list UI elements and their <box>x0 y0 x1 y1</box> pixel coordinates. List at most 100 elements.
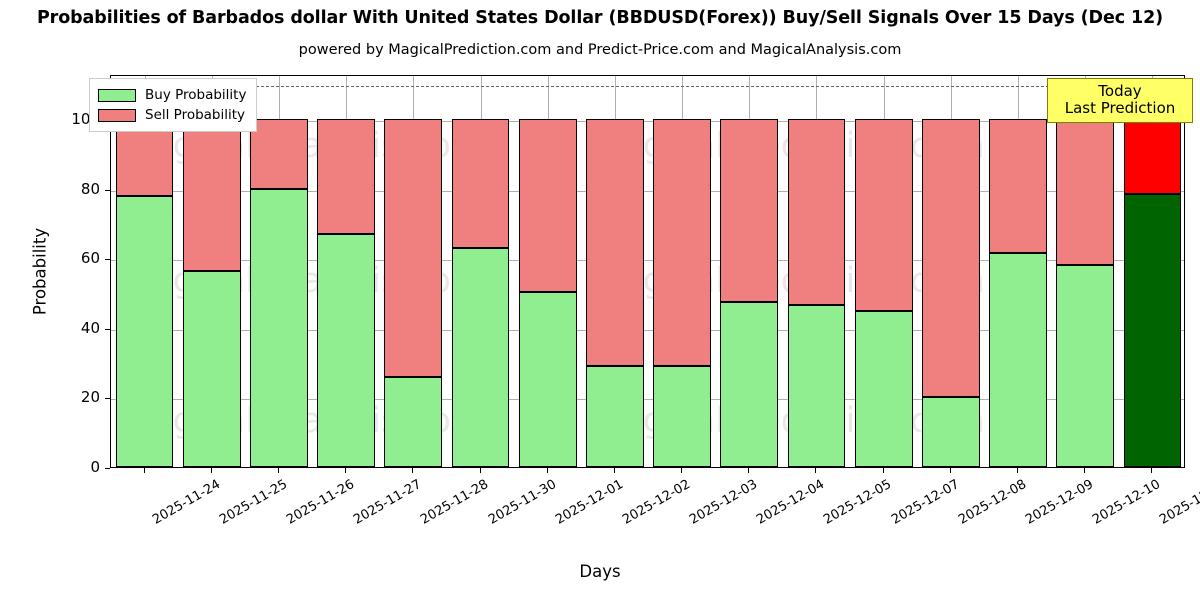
bar-segment-buy[interactable] <box>854 310 913 467</box>
x-axis-tick-mark <box>950 468 951 473</box>
x-axis-tick-label: 2025-11-28 <box>418 477 492 528</box>
x-axis-tick-mark <box>1151 468 1152 473</box>
bar-segment-sell[interactable] <box>854 119 913 311</box>
chart-title: Probabilities of Barbados dollar With Un… <box>36 8 1164 28</box>
x-axis-tick-label: 2025-12-03 <box>687 477 761 528</box>
today-label: Today <box>1098 82 1142 100</box>
x-axis-label: Days <box>579 562 621 581</box>
bar-group[interactable] <box>921 76 980 467</box>
x-axis-tick-label: 2025-12-04 <box>754 477 828 528</box>
bar-segment-buy[interactable] <box>451 247 510 467</box>
bar-segment-sell[interactable] <box>989 119 1047 254</box>
x-axis-tick-mark <box>278 468 279 473</box>
legend-swatch-buy <box>98 88 136 102</box>
x-axis-tick-mark <box>144 468 145 473</box>
today-annotation-box: Today Last Prediction <box>1047 78 1193 123</box>
x-axis-tick-label: 2025-11-30 <box>485 477 559 528</box>
x-axis-tick-mark <box>614 468 615 473</box>
bar-segment-sell[interactable] <box>1123 119 1182 194</box>
x-axis-tick-mark <box>547 468 548 473</box>
x-axis-tick-label: 2025-11-26 <box>284 477 358 528</box>
bar-segment-buy[interactable] <box>586 366 644 467</box>
x-axis-tick-mark <box>1084 468 1085 473</box>
bar-group[interactable] <box>787 76 846 467</box>
bar-group[interactable] <box>1123 76 1182 467</box>
y-axis-label: Probability <box>30 227 50 316</box>
bar-segment-sell[interactable] <box>586 119 644 367</box>
bar-segment-buy[interactable] <box>384 376 443 467</box>
bar-segment-buy[interactable] <box>317 233 376 467</box>
bar-group[interactable] <box>115 76 174 467</box>
legend-label-buy: Buy Probability <box>145 87 247 103</box>
bar-segment-buy[interactable] <box>653 366 711 467</box>
x-axis-tick-label: 2025-12-09 <box>1023 477 1097 528</box>
x-axis-tick-mark <box>681 468 682 473</box>
legend-item-buy: Buy Probability <box>98 85 246 105</box>
x-axis-tick-mark <box>883 468 884 473</box>
bar-group[interactable] <box>518 76 577 467</box>
y-axis-tick-label: 80 <box>80 179 100 198</box>
bar-group[interactable] <box>720 76 779 467</box>
legend-swatch-sell <box>98 108 136 122</box>
y-axis-tick-mark <box>105 468 110 469</box>
gridline-horizontal <box>111 329 1184 331</box>
bar-group[interactable] <box>384 76 443 467</box>
bar-segment-sell[interactable] <box>317 119 376 234</box>
x-axis-tick-label: 2025-12-02 <box>620 477 693 528</box>
bar-segment-sell[interactable] <box>384 119 443 377</box>
bar-group[interactable] <box>854 76 913 467</box>
bar-segment-buy[interactable] <box>1056 265 1115 467</box>
bar-segment-sell[interactable] <box>653 119 711 367</box>
bar-group[interactable] <box>182 76 241 467</box>
bar-segment-sell[interactable] <box>451 119 510 248</box>
y-axis-tick-mark <box>105 398 110 400</box>
x-axis-tick-mark <box>748 468 749 473</box>
bar-group[interactable] <box>451 76 510 467</box>
legend-item-sell: Sell Probability <box>98 105 246 125</box>
y-axis-tick-label: 40 <box>80 318 100 337</box>
legend-label-sell: Sell Probability <box>145 107 246 123</box>
x-axis-tick-label: 2025-12-11 <box>1157 477 1200 528</box>
y-axis-tick-label: 60 <box>80 249 100 268</box>
bar-segment-buy[interactable] <box>720 301 779 467</box>
bar-group[interactable] <box>653 76 711 467</box>
bar-segment-buy[interactable] <box>250 188 308 467</box>
bar-segment-sell[interactable] <box>921 119 980 398</box>
bar-group[interactable] <box>250 76 308 467</box>
bar-group[interactable] <box>989 76 1047 467</box>
bar-segment-sell[interactable] <box>787 119 846 305</box>
gridline-horizontal <box>111 399 1184 401</box>
bar-segment-sell[interactable] <box>182 119 241 271</box>
gridline-horizontal <box>111 121 1184 123</box>
bar-group[interactable] <box>1056 76 1115 467</box>
y-axis-tick-label: 20 <box>80 388 100 407</box>
x-axis-tick-label: 2025-12-05 <box>821 477 895 528</box>
bar-group[interactable] <box>317 76 376 467</box>
bar-segment-sell[interactable] <box>720 119 779 302</box>
x-axis-tick-label: 2025-12-10 <box>1090 477 1164 528</box>
bar-segment-buy[interactable] <box>115 195 174 467</box>
x-axis-tick-mark <box>412 468 413 473</box>
bar-segment-buy[interactable] <box>787 304 846 467</box>
bar-segment-buy[interactable] <box>921 397 980 467</box>
x-axis-tick-mark <box>815 468 816 473</box>
bar-segment-buy[interactable] <box>989 253 1047 467</box>
bar-segment-buy[interactable] <box>518 292 577 467</box>
threshold-dashed-line <box>111 86 1184 88</box>
y-axis-tick-mark <box>105 189 110 191</box>
x-axis-tick-mark <box>480 468 481 473</box>
bar-segment-buy[interactable] <box>182 270 241 467</box>
y-axis-tick-mark <box>105 328 110 330</box>
bar-group[interactable] <box>586 76 644 467</box>
chart-subtitle: powered by MagicalPrediction.com and Pre… <box>298 42 902 58</box>
gridline-horizontal <box>111 260 1184 262</box>
x-axis-tick-label: 2025-12-07 <box>888 477 962 528</box>
x-axis-tick-mark <box>211 468 212 473</box>
x-axis-tick-mark <box>1017 468 1018 473</box>
bar-segment-sell[interactable] <box>250 119 308 189</box>
bar-segment-sell[interactable] <box>1056 119 1115 266</box>
last-prediction-label: Last Prediction <box>1064 98 1176 117</box>
bar-segment-sell[interactable] <box>518 119 577 293</box>
bar-segment-buy[interactable] <box>1123 194 1182 467</box>
